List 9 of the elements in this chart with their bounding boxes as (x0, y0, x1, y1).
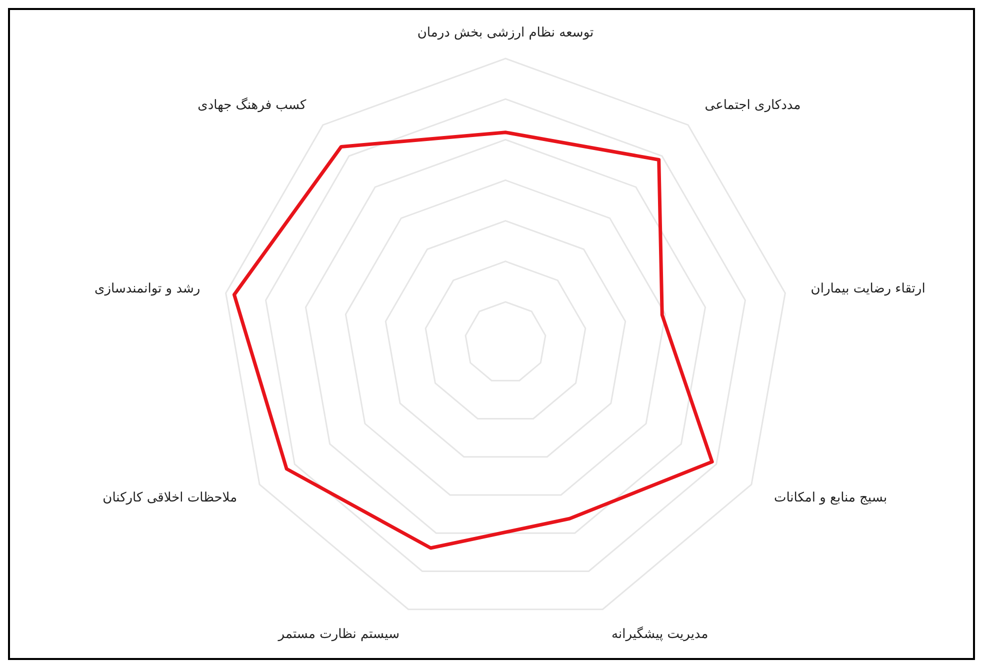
category-label: ملاحظات اخلاقی کارکنان (102, 490, 238, 506)
category-label: ارتقاء رضایت بیماران (810, 282, 926, 297)
category-label: مدیریت پیشگیرانه (612, 626, 708, 642)
category-label: توسعه نظام ارزشی بخش درمان (417, 26, 594, 40)
category-label: سیستم نظارت مستمر (278, 626, 400, 642)
category-label: بسیج منابع و امکانات (774, 490, 888, 506)
category-label: رشد و توانمندسازی (94, 282, 200, 297)
category-label: کسب فرهنگ جهادی (198, 98, 306, 114)
category-label: مددکاری اجتماعی (704, 98, 801, 114)
